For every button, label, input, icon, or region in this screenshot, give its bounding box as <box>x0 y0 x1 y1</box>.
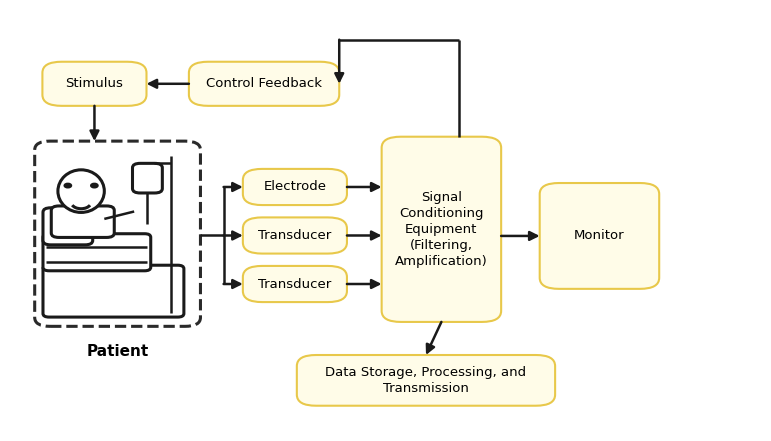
FancyBboxPatch shape <box>43 234 151 271</box>
Text: Control Feedback: Control Feedback <box>206 77 322 90</box>
Text: Patient: Patient <box>86 344 149 359</box>
Circle shape <box>65 184 71 187</box>
Text: Signal
Conditioning
Equipment
(Filtering,
Amplification): Signal Conditioning Equipment (Filtering… <box>395 191 488 268</box>
FancyBboxPatch shape <box>540 183 659 289</box>
Text: Transducer: Transducer <box>258 277 332 291</box>
Text: Data Storage, Processing, and
Transmission: Data Storage, Processing, and Transmissi… <box>325 366 527 395</box>
Text: Monitor: Monitor <box>574 229 625 243</box>
Ellipse shape <box>58 170 104 213</box>
FancyBboxPatch shape <box>243 266 347 302</box>
Text: Transducer: Transducer <box>258 229 332 242</box>
FancyBboxPatch shape <box>189 62 339 106</box>
FancyBboxPatch shape <box>382 137 501 322</box>
FancyBboxPatch shape <box>243 169 347 205</box>
Text: Electrode: Electrode <box>264 180 326 194</box>
FancyBboxPatch shape <box>35 141 200 326</box>
FancyBboxPatch shape <box>51 206 114 237</box>
FancyBboxPatch shape <box>43 208 93 245</box>
Circle shape <box>91 184 98 187</box>
FancyBboxPatch shape <box>43 265 183 317</box>
FancyBboxPatch shape <box>42 62 146 106</box>
FancyBboxPatch shape <box>243 217 347 254</box>
Text: Stimulus: Stimulus <box>66 77 123 90</box>
FancyBboxPatch shape <box>133 163 163 193</box>
FancyBboxPatch shape <box>297 355 555 406</box>
